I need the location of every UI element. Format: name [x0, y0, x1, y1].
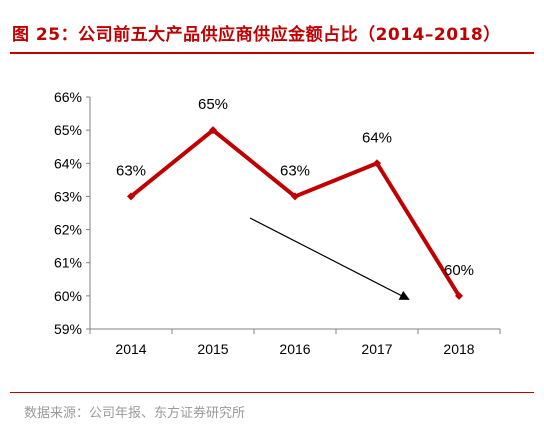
- data-point: [209, 126, 217, 135]
- y-tick-label: 63%: [54, 188, 82, 204]
- source-note: 数据来源：公司年报、东方证券研究所: [24, 406, 246, 421]
- data-label: 65%: [198, 96, 228, 113]
- x-tick-label: 2014: [115, 341, 146, 357]
- y-tick-label: 60%: [54, 288, 82, 304]
- data-point: [127, 192, 135, 201]
- y-tick-label: 66%: [54, 89, 82, 105]
- footer-divider: [10, 392, 534, 393]
- x-tick-label: 2018: [443, 341, 474, 357]
- series-line: [129, 127, 461, 297]
- data-point: [455, 291, 463, 300]
- trend-arrow: [249, 217, 410, 300]
- data-label: 63%: [280, 162, 310, 179]
- x-tick-label: 2017: [361, 341, 392, 357]
- chart-title: 图 25：公司前五大产品供应商供应金额占比（2014–2018）: [12, 25, 501, 45]
- x-tick-label: 2016: [279, 341, 310, 357]
- title-divider: [10, 52, 534, 54]
- y-tick-label: 62%: [54, 222, 82, 238]
- x-tick-label: 2015: [197, 341, 228, 357]
- data-label: 60%: [444, 262, 474, 279]
- data-point: [373, 159, 381, 168]
- y-tick-label: 64%: [54, 155, 82, 171]
- y-tick-label: 61%: [54, 255, 82, 271]
- data-label: 64%: [362, 129, 392, 146]
- y-tick-label: 65%: [54, 122, 82, 138]
- data-point: [291, 192, 299, 201]
- y-tick-label: 59%: [54, 321, 82, 337]
- data-label: 63%: [116, 162, 146, 179]
